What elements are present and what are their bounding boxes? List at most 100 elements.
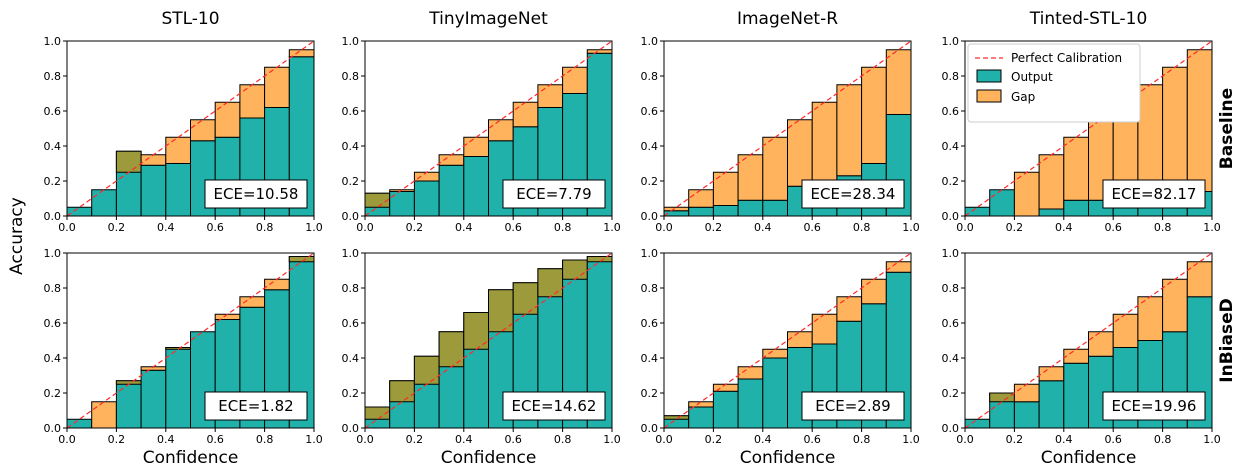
legend-output-label: Output	[1011, 70, 1053, 84]
gap-bar	[737, 154, 764, 201]
output-bar	[989, 189, 1015, 217]
x-tick-label: 1.0	[305, 221, 323, 234]
x-tick-label: 0.2	[108, 221, 126, 234]
y-tick-label: 0.4	[942, 140, 960, 153]
y-tick-label: 0.2	[641, 175, 659, 188]
output-bar	[438, 164, 465, 217]
y-tick-label: 0.2	[342, 175, 360, 188]
gap-bar	[663, 206, 690, 212]
y-tick-label: 1.0	[942, 247, 960, 260]
ece-label: ECE=28.34	[811, 185, 896, 203]
output-bar	[66, 418, 93, 429]
ece-box	[801, 179, 905, 209]
y-tick-label: 0.8	[342, 282, 360, 295]
output-bar	[762, 357, 788, 429]
gap-bar	[1162, 278, 1188, 333]
x-tick-label: 0.0	[655, 433, 673, 446]
y-tick-label: 0.4	[44, 352, 62, 365]
output-bar	[1038, 380, 1065, 429]
y-tick-label: 0.4	[342, 352, 360, 365]
output-bar	[737, 199, 764, 217]
gap-bar	[1013, 383, 1040, 403]
x-tick-label: 0.0	[956, 433, 974, 446]
gap-bar	[1112, 313, 1139, 348]
x-tick-label: 0.8	[554, 221, 572, 234]
perfect-calibration-line	[663, 252, 912, 429]
x-tick-label: 0.2	[705, 221, 723, 234]
plot-frame	[364, 40, 613, 217]
plot-frame	[663, 252, 912, 429]
ece-label: ECE=7.79	[516, 185, 591, 203]
gap-bar	[165, 136, 192, 164]
output-bar	[688, 406, 714, 429]
calibration-panel: 0.0 0.2 0.4 0.6 0.8 1.0 0.0 0.2 0.4 0.6 0.8 1.0 ECE=…	[342, 9, 621, 234]
gap-bar	[1186, 261, 1213, 298]
x-tick-label: 0.8	[1154, 433, 1172, 446]
output-bar	[964, 418, 991, 429]
output-bar	[140, 164, 167, 217]
calibration-panel: 0.0 0.2 0.4 0.6 0.8 1.0 0.0 0.2 0.4 0.6 0.8 1.0 ECE=…	[44, 247, 323, 465]
calibration-panel: 0.0 0.2 0.4 0.6 0.8 1.0 0.0 0.2 0.4 0.6 0.8 1.0 ECE=…	[942, 247, 1221, 465]
gap-bar	[288, 49, 315, 58]
gap-bar	[663, 415, 690, 420]
x-axis-label: Confidence	[740, 448, 836, 465]
gap-bar	[512, 101, 539, 128]
y-tick-label: 0.0	[942, 210, 960, 223]
x-tick-label: 0.8	[1154, 221, 1172, 234]
y-tick-label: 0.4	[641, 352, 659, 365]
x-tick-label: 0.0	[58, 221, 76, 234]
ece-label: ECE=14.62	[512, 397, 597, 415]
gap-bar	[389, 380, 415, 403]
x-tick-label: 0.0	[655, 221, 673, 234]
perfect-calibration-line	[964, 40, 1213, 217]
y-tick-label: 0.6	[342, 317, 360, 330]
gap-bar	[586, 49, 613, 54]
output-bar	[712, 205, 739, 217]
ece-label: ECE=82.17	[1112, 185, 1197, 203]
gap-bar	[787, 331, 813, 348]
gap-bar	[836, 84, 863, 177]
y-tick-label: 0.0	[641, 210, 659, 223]
y-tick-label: 0.2	[942, 175, 960, 188]
x-tick-label: 0.6	[504, 433, 522, 446]
x-tick-label: 0.4	[157, 221, 175, 234]
y-tick-label: 0.6	[942, 317, 960, 330]
x-tick-label: 0.8	[853, 221, 871, 234]
gap-bar	[1063, 136, 1090, 201]
output-bar	[115, 380, 142, 429]
x-tick-label: 0.6	[803, 221, 821, 234]
x-tick-label: 0.6	[206, 433, 224, 446]
gap-bar	[288, 256, 315, 263]
x-tick-label: 0.2	[1006, 221, 1024, 234]
x-tick-label: 0.2	[406, 221, 424, 234]
column-title: Tinted-STL-10	[1029, 9, 1148, 29]
perfect-calibration-line	[66, 40, 315, 217]
plot-frame	[364, 252, 613, 429]
gap-bar	[811, 101, 838, 187]
perfect-calibration-line	[364, 40, 613, 217]
ece-box	[204, 179, 308, 209]
y-tick-label: 0.8	[942, 282, 960, 295]
x-tick-label: 0.6	[803, 433, 821, 446]
y-tick-label: 0.4	[342, 140, 360, 153]
x-tick-label: 0.4	[455, 221, 473, 234]
x-tick-label: 0.8	[853, 433, 871, 446]
x-tick-label: 0.8	[554, 433, 572, 446]
y-tick-label: 0.0	[342, 210, 360, 223]
output-bar	[1063, 362, 1090, 429]
x-tick-label: 0.2	[406, 433, 424, 446]
gap-bar	[537, 84, 564, 108]
x-tick-label: 0.4	[1055, 433, 1073, 446]
calibration-panel: 0.0 0.2 0.4 0.6 0.8 1.0 0.0 0.2 0.4 0.6 0.8 1.0 ECE=…	[641, 247, 920, 465]
y-tick-label: 0.2	[44, 175, 62, 188]
gap-bar	[1162, 66, 1188, 196]
y-tick-label: 0.0	[942, 422, 960, 435]
output-bar	[413, 180, 440, 217]
gap-bar	[861, 278, 887, 305]
output-bar	[140, 369, 167, 429]
y-tick-label: 0.2	[342, 387, 360, 400]
plot-frame	[663, 40, 912, 217]
gap-bar	[1137, 296, 1164, 341]
gap-bar	[688, 189, 714, 208]
